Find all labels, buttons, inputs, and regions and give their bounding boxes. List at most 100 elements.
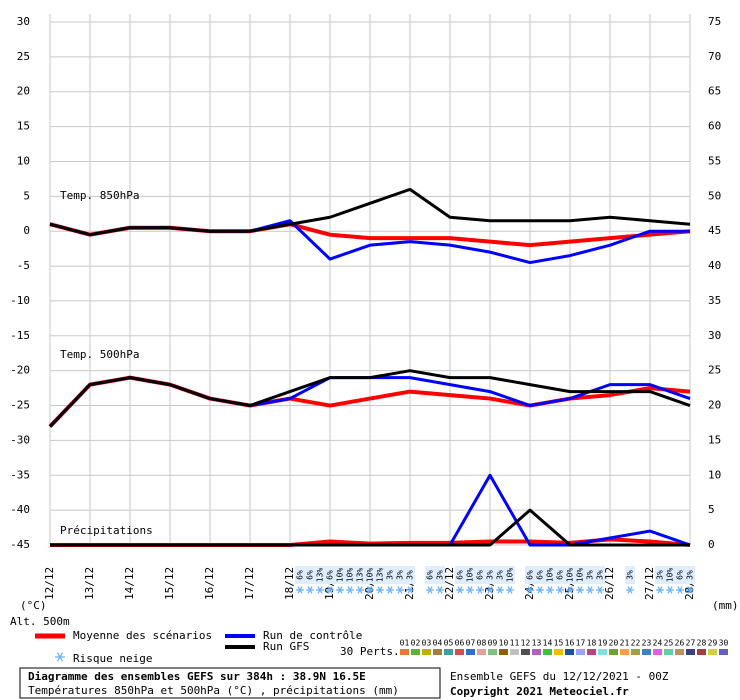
snow-risk-label: 3% [406,570,415,580]
y2-tick-label: 50 [708,189,721,202]
flake-stroke [537,586,543,594]
flake-stroke [467,586,473,594]
y2-tick-label: 15 [708,433,721,446]
snowflake [356,586,364,594]
perturbation-name: 24 [653,639,663,648]
x-tick-label: 27/12 [643,567,656,600]
perturbation-name: 28 [697,639,707,648]
snow-risk-label: 10% [366,568,375,583]
y-tick-label: -25 [10,399,30,412]
snow-risk-label: 6% [476,570,485,580]
snowflake [666,586,674,594]
snow-risk-box [685,566,695,584]
snow-risk-box [435,566,445,584]
flake-stroke [627,586,633,594]
perturbation-swatch [631,649,640,655]
snow-risk-box [485,566,495,584]
perturbation-swatch [455,649,464,655]
flake-stroke [667,586,673,594]
snow-risk-box [335,566,345,584]
y2-tick-label: 40 [708,259,721,272]
perturbation-name: 06 [455,639,465,648]
flake-stroke [567,586,573,594]
flake-stroke [487,586,493,594]
snowflake [476,586,484,594]
chart-subtitle: Températures 850hPa et 500hPa (°C) , pré… [28,684,399,697]
y-tick-label: -35 [10,468,30,481]
snow-risk-box [675,566,685,584]
perturbation-name: 15 [554,639,564,648]
flake-stroke [577,586,583,594]
copyright: Copyright 2021 Meteociel.fr [450,685,629,698]
x-tick-label: 17/12 [243,567,256,600]
panel-label: Temp. 500hPa [60,348,139,361]
y2-tick-label: 5 [708,503,715,516]
snow-risk-label: 3% [386,570,395,580]
flake-stroke [527,586,533,594]
flake-stroke [307,586,313,594]
perturbation-name: 18 [587,639,597,648]
snow-risk-label: 10% [466,568,475,583]
snowflake [596,586,604,594]
altitude: Alt. 500m [10,615,70,628]
snowflake [546,586,554,594]
flake-stroke [457,586,463,594]
snow-risk-box [565,566,575,584]
perturbation-name: 14 [543,639,553,648]
snow-risk-box [315,566,325,584]
y-tick-label: -40 [10,503,30,516]
flake-stroke [557,586,563,594]
snow-risk-box [495,566,505,584]
snow-risk-box [345,566,355,584]
x-tick-label: 13/12 [83,567,96,600]
snow-risk-label: 13% [376,568,385,583]
legend-label: Moyenne des scénarios [73,629,212,642]
flake-stroke [477,586,483,594]
snowflake [406,586,414,594]
flake-stroke [497,586,503,594]
legend-label: Run GFS [263,640,309,653]
snowflake [506,586,514,594]
flake-stroke [437,586,443,594]
flake-stroke [407,586,413,594]
perturbation-swatch [444,649,453,655]
y-tick-label: -30 [10,433,30,446]
snow-risk-label: 3% [436,570,445,580]
snowflake [336,586,344,594]
perturbation-swatch [686,649,695,655]
perturbation-name: 01 [400,639,410,648]
flake-stroke [547,586,553,594]
perturbation-swatch [587,649,596,655]
snowflake [566,586,574,594]
snow-risk-label: 10% [336,568,345,583]
snow-risk-box [305,566,315,584]
perturbation-name: 19 [598,639,608,648]
snowflake [526,586,534,594]
y-tick-label: 20 [17,85,30,98]
perturbation-name: 26 [675,639,685,648]
perturbation-name: 25 [664,639,674,648]
perturbation-swatch [697,649,706,655]
y2-tick-label: 75 [708,15,721,28]
snow-risk-label: 3% [396,570,405,580]
perturbation-label: 30 Perts. [340,645,400,658]
snow-risk-box [325,566,335,584]
snowflake [456,586,464,594]
y2-unit: (mm) [712,599,739,612]
panel-label: Précipitations [60,524,153,537]
panel-label: Temp. 850hPa [60,189,139,202]
legend-label: Risque neige [73,652,152,665]
snow-risk-label: 6% [306,570,315,580]
flake-stroke [687,586,693,594]
series-line [49,187,691,237]
x-tick-label: 26/12 [603,567,616,600]
perturbation-name: 02 [411,639,421,648]
perturbation-name: 04 [433,639,443,648]
snow-risk-label: 6% [556,570,565,580]
flake-stroke [507,586,513,594]
snow-risk-label: 6% [456,570,465,580]
snow-risk-box [545,566,555,584]
snow-risk-box [405,566,415,584]
y2-tick-label: 10 [708,468,721,481]
